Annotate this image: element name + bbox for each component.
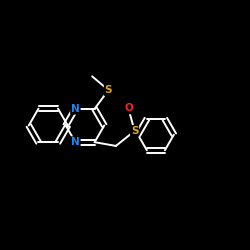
Text: S: S — [105, 85, 112, 95]
Text: N: N — [71, 104, 80, 114]
Text: S: S — [131, 126, 138, 136]
Text: O: O — [124, 104, 133, 114]
Text: N: N — [71, 137, 80, 147]
